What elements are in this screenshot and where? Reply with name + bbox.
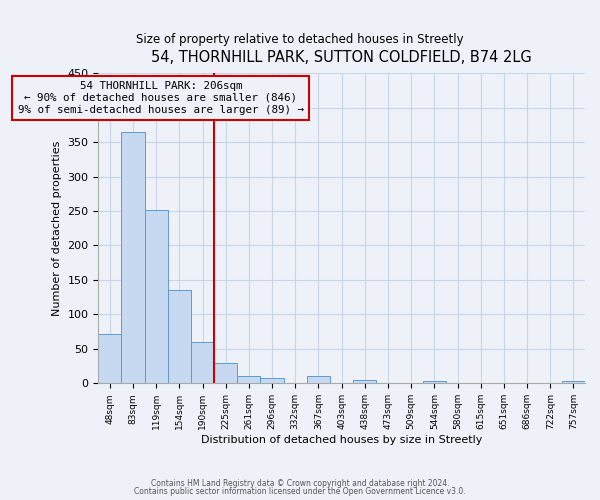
Bar [98, 334, 121, 384]
Bar [353, 380, 376, 384]
Bar [191, 342, 214, 384]
Y-axis label: Number of detached properties: Number of detached properties [52, 140, 62, 316]
Title: 54, THORNHILL PARK, SUTTON COLDFIELD, B74 2LG: 54, THORNHILL PARK, SUTTON COLDFIELD, B7… [151, 50, 532, 65]
Bar [423, 380, 446, 384]
Bar [121, 132, 145, 384]
Bar [145, 210, 168, 384]
Bar [307, 376, 330, 384]
Bar [237, 376, 260, 384]
Bar [168, 290, 191, 384]
Text: 54 THORNHILL PARK: 206sqm
← 90% of detached houses are smaller (846)
9% of semi-: 54 THORNHILL PARK: 206sqm ← 90% of detac… [18, 82, 304, 114]
Bar [214, 364, 237, 384]
Bar [260, 378, 284, 384]
Text: Size of property relative to detached houses in Streetly: Size of property relative to detached ho… [136, 32, 464, 46]
Bar [562, 380, 585, 384]
X-axis label: Distribution of detached houses by size in Streetly: Distribution of detached houses by size … [201, 435, 482, 445]
Text: Contains HM Land Registry data © Crown copyright and database right 2024.: Contains HM Land Registry data © Crown c… [151, 478, 449, 488]
Text: Contains public sector information licensed under the Open Government Licence v3: Contains public sector information licen… [134, 487, 466, 496]
